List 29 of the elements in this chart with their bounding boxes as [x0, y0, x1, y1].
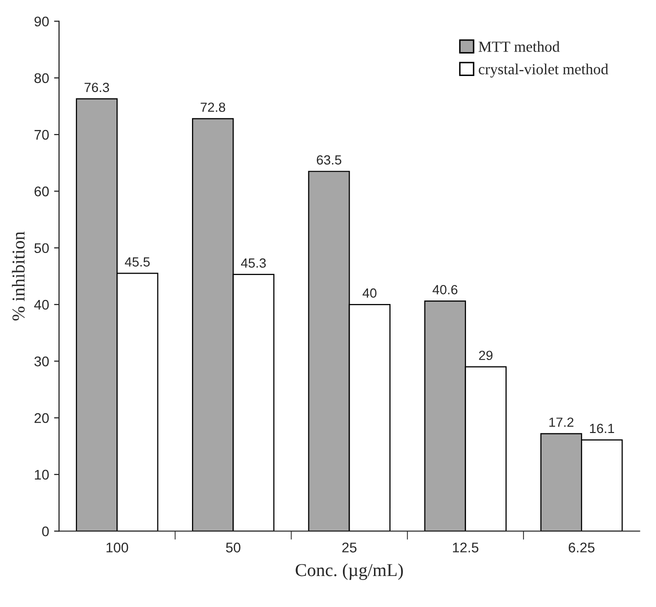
- data-label: 16.1: [590, 424, 614, 434]
- data-label: 45.5: [124, 257, 150, 267]
- x-axis-title: Conc. (µg/mL): [296, 564, 403, 580]
- legend-label: crystal-violet method: [478, 64, 608, 78]
- data-label: 76.3: [84, 82, 110, 92]
- legend-label: MTT method: [478, 41, 560, 52]
- x-tick-label: 6.25: [568, 542, 594, 552]
- data-label: 17.2: [549, 418, 574, 427]
- data-label: 29: [479, 350, 492, 360]
- y-tick-label: 80: [34, 73, 49, 84]
- y-tick-label: 90: [34, 16, 49, 26]
- y-tick-label: 50: [34, 243, 49, 254]
- data-label: 40: [362, 288, 376, 298]
- y-tick-label: 30: [34, 356, 49, 366]
- data-label: 72.8: [200, 102, 226, 112]
- y-tick-label: 40: [34, 300, 49, 310]
- data-label: 45.3: [240, 258, 266, 268]
- y-tick-label: 10: [34, 470, 49, 480]
- data-label: 63.5: [316, 155, 342, 165]
- y-tick-label: 0: [42, 526, 49, 536]
- y-tick-label: 20: [34, 413, 49, 423]
- x-tick-label: 100: [106, 542, 128, 552]
- x-tick-label: 50: [226, 542, 240, 552]
- data-label: 40.6: [432, 284, 458, 294]
- y-tick-label: 60: [34, 186, 49, 196]
- x-tick-label: 25: [342, 542, 356, 552]
- y-axis-title: % inhibition: [12, 232, 25, 320]
- y-tick-label: 70: [34, 130, 49, 140]
- x-tick-label: 12.5: [452, 542, 478, 552]
